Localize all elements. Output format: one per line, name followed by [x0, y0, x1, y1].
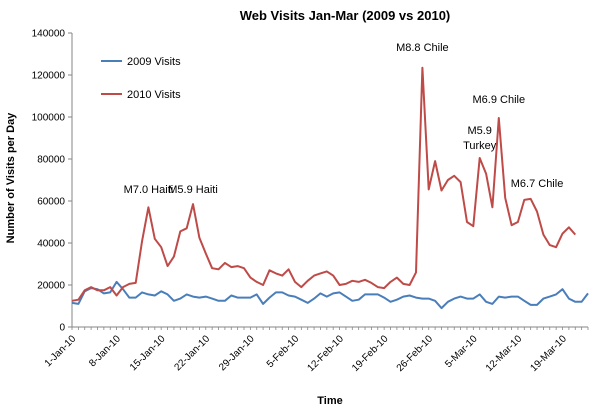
y-tick-label: 0: [59, 323, 65, 334]
y-axis-ticks: 0 20000 40000 60000 80000 100000 120000 140000: [32, 29, 72, 334]
legend-label: 2009 Visits: [127, 56, 181, 68]
legend: 2009 Visits 2010 Visits: [101, 56, 181, 101]
x-axis-title: Time: [317, 395, 342, 407]
axes: [71, 33, 588, 328]
annotation-label: M6.7 Chile: [511, 178, 564, 190]
y-tick-label: 100000: [32, 113, 66, 124]
annotation-label: Turkey: [463, 140, 497, 152]
series-line-0: [71, 280, 589, 310]
y-axis-title: Number of Visits per Day: [5, 112, 17, 243]
chart-title: Web Visits Jan-Mar (2009 vs 2010): [240, 8, 451, 23]
y-tick-label: 20000: [37, 281, 65, 292]
y-tick-label: 40000: [37, 239, 65, 250]
annotation-label: M7.0 Haiti: [124, 184, 174, 196]
y-tick-label: 140000: [32, 29, 66, 40]
y-tick-label: 120000: [32, 71, 66, 82]
annotation-label: M5.9 Haiti: [168, 184, 218, 196]
series-line-1: [71, 66, 577, 302]
annotation-label: M6.9 Chile: [473, 94, 526, 106]
annotation-label: M5.9: [467, 125, 491, 137]
legend-label: 2010 Visits: [127, 89, 181, 101]
annotation-label: M8.8 Chile: [396, 42, 449, 54]
y-tick-label: 80000: [37, 155, 65, 166]
y-tick-label: 60000: [37, 197, 65, 208]
series-layer: [71, 66, 589, 310]
